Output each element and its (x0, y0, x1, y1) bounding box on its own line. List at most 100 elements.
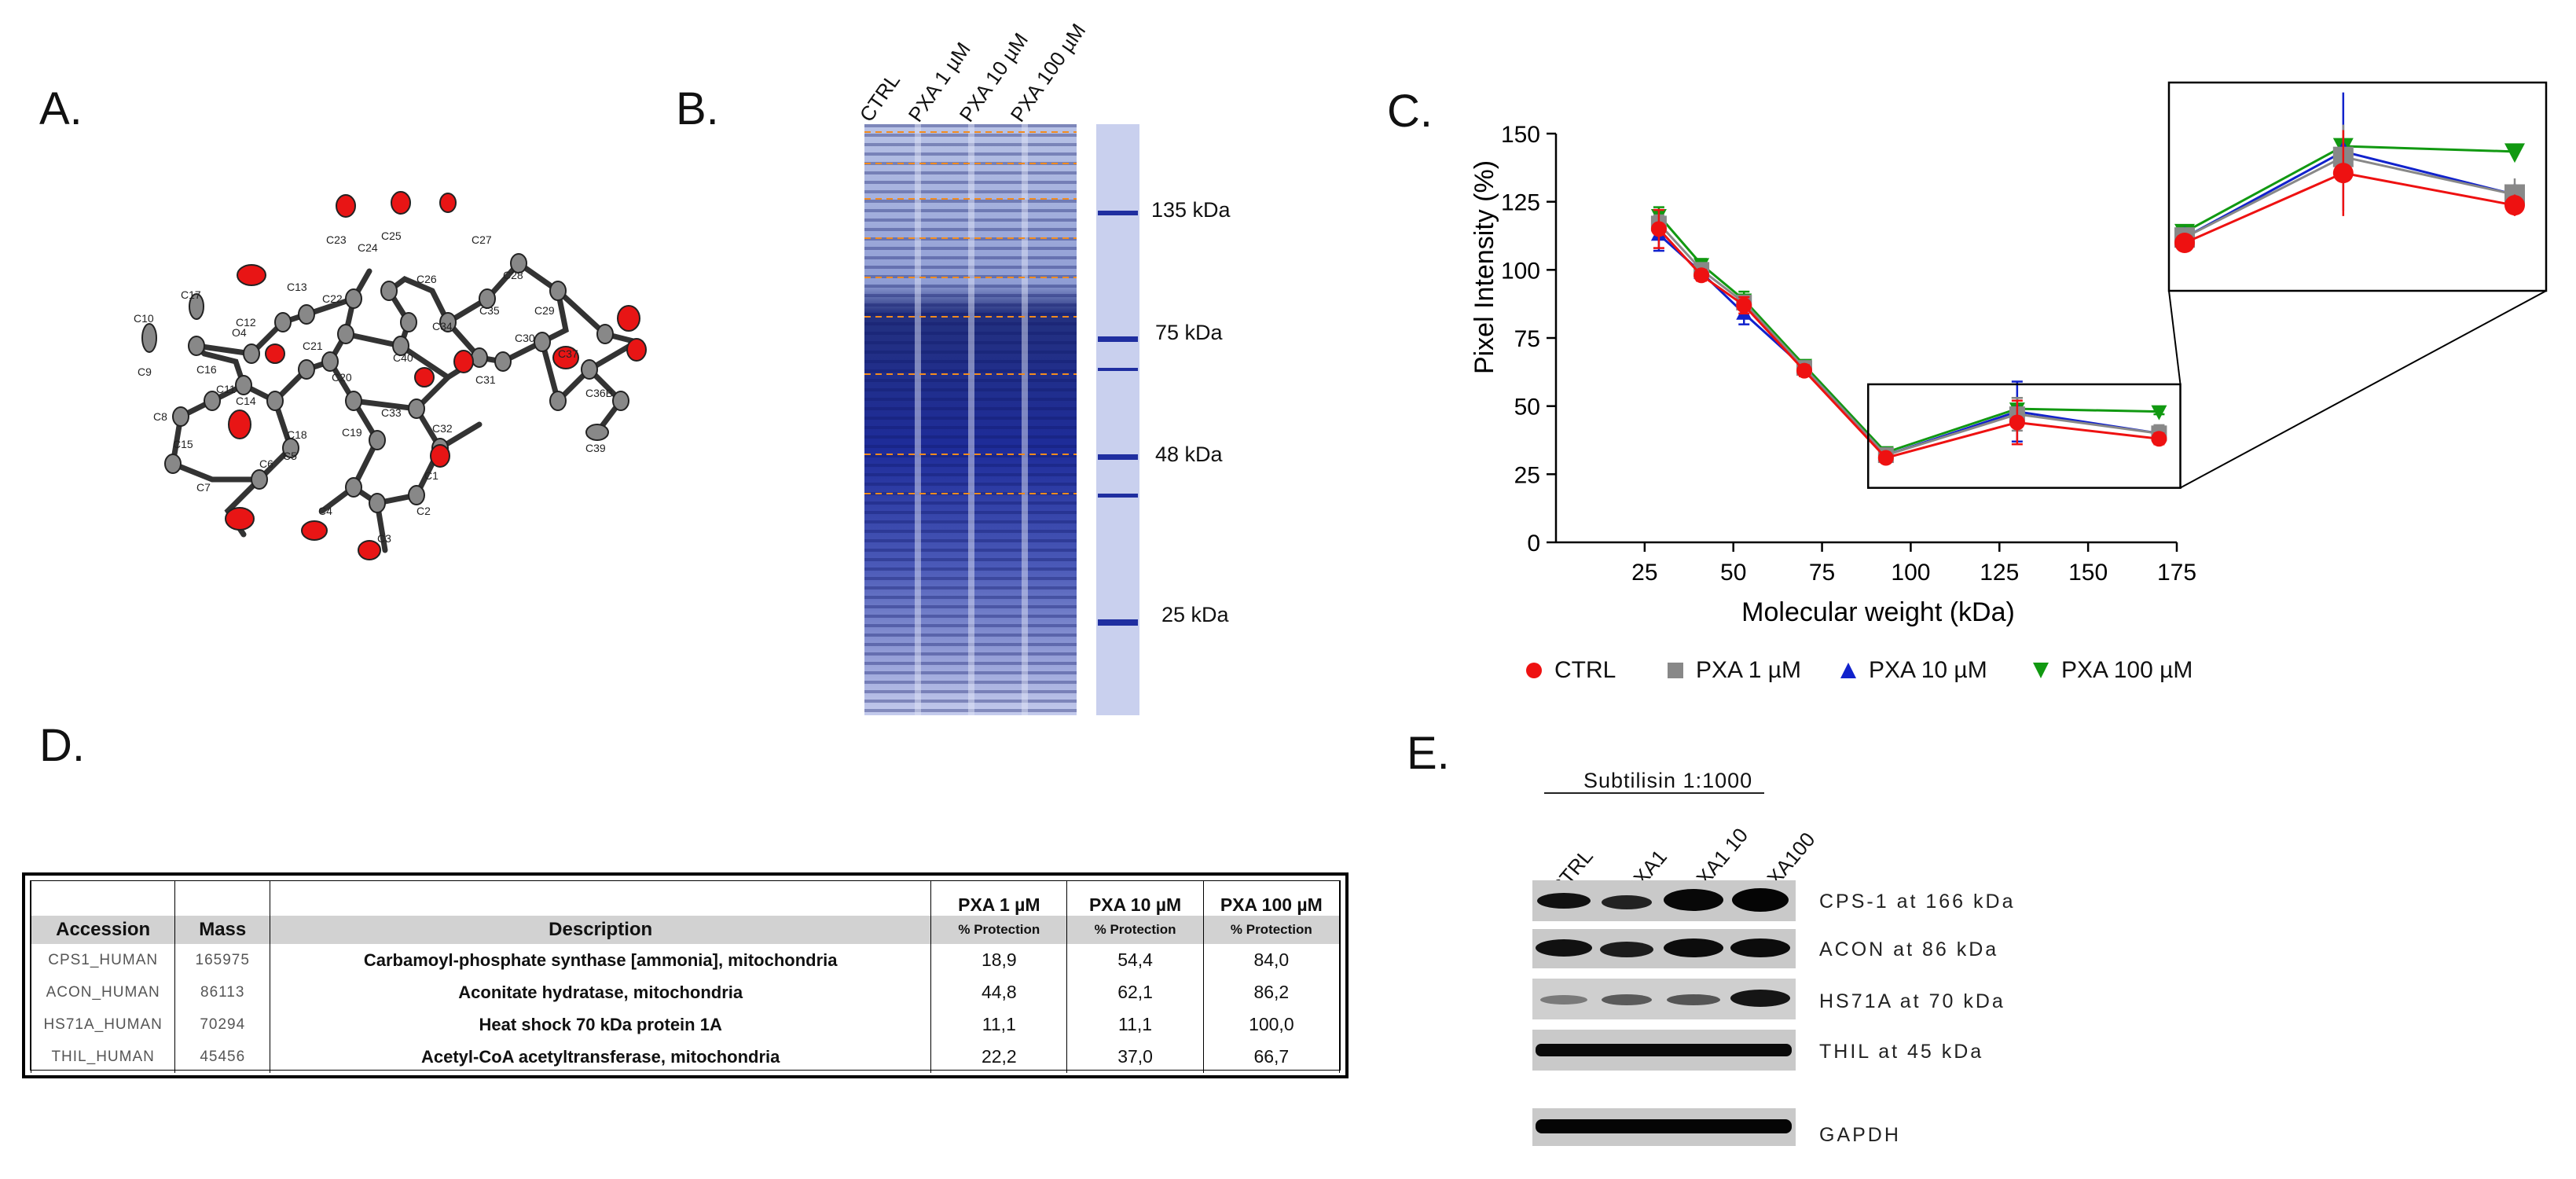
blot-header-rule (1544, 792, 1764, 794)
table-row: CPS1_HUMAN 165975 Carbamoyl-phosphate sy… (30, 944, 1341, 976)
atom-label: C5 (283, 450, 297, 462)
table-row: HS71A_HUMAN 70294 Heat shock 70 kDa prot… (30, 1008, 1341, 1041)
atom-label: C27 (472, 233, 492, 246)
gel-lane-labels: CTRL PXA 1 µM PXA 10 µM PXA 100 µM (855, 19, 1143, 126)
cell-pxa10: 62,1 (1066, 976, 1204, 1008)
atom-label: C15 (173, 438, 193, 450)
cell-mass: 45456 (174, 1041, 271, 1073)
atom-label: C21 (303, 340, 323, 352)
cell-pxa10: 11,1 (1066, 1008, 1204, 1041)
series-line (1657, 215, 2160, 454)
blot-label: HS71A at 70 kDa (1819, 990, 2005, 1012)
y-tick-label: 25 (1514, 462, 1540, 488)
cell-accession: THIL_HUMAN (30, 1041, 176, 1073)
western-blot-image (1532, 880, 1796, 1146)
atom-label: C30 (515, 332, 535, 344)
atom-label: C13 (287, 281, 307, 293)
crystal-structure-figure: C10 C17 C9 C16 C8 C15 C7 O4 C11 C14 C6 C… (134, 191, 647, 560)
x-tick-label: 100 (1891, 560, 1930, 586)
cell-accession: HS71A_HUMAN (30, 1008, 176, 1041)
cell-pxa1: 22,2 (930, 1041, 1068, 1073)
atom-label: C10 (134, 312, 154, 325)
atom-label: C24 (358, 241, 378, 254)
data-point (2009, 414, 2025, 431)
gel-marker-label: 135 kDa (1151, 198, 1231, 222)
y-tick-label: 150 (1501, 122, 1540, 148)
x-tick-label: 50 (1720, 560, 1746, 586)
data-point (2151, 431, 2167, 447)
legend-item-ctrl: CTRL (1525, 657, 1616, 684)
data-point (1736, 297, 1752, 314)
cell-accession: CPS1_HUMAN (30, 944, 176, 976)
cell-accession: ACON_HUMAN (30, 976, 176, 1008)
atom-label: C28 (503, 269, 523, 281)
blot-label: THIL at 45 kDa (1819, 1041, 1984, 1063)
x-axis-title: Molecular weight (kDa) (1741, 597, 2015, 627)
atom-label: C3 (377, 532, 391, 545)
data-point (1796, 362, 1812, 379)
data-point (1877, 450, 1894, 466)
protection-table: PXA 1 µM PXA 10 µM PXA 100 µM Accession … (22, 872, 1349, 1078)
cell-description: Carbamoyl-phosphate synthase [ammonia], … (270, 944, 932, 976)
cell-pxa100: 84,0 (1202, 944, 1341, 976)
legend-label: PXA 100 µM (2061, 657, 2193, 683)
atom-label: C37 (558, 347, 578, 360)
atom-label: C32 (432, 422, 453, 435)
gel-lane-label: CTRL (854, 68, 905, 127)
inset-connector (2168, 290, 2182, 385)
legend-marker-triangle-up-icon (1840, 663, 1856, 678)
series-line (1657, 233, 2160, 457)
y-tick-label: 0 (1527, 531, 1540, 556)
atom-label: C29 (534, 304, 555, 317)
x-tick-label: 150 (2068, 560, 2108, 586)
y-axis-title: Pixel Intensity (%) (1470, 160, 1499, 374)
atom-label: C2 (416, 505, 431, 517)
atom-label: C1 (424, 469, 439, 482)
cell-mass: 70294 (174, 1008, 271, 1041)
inset-data-point (2504, 195, 2525, 216)
cell-description: Acetyl-CoA acetyltransferase, mitochondr… (270, 1041, 932, 1073)
atom-label: C22 (322, 292, 343, 305)
atom-label: C23 (326, 233, 347, 246)
data-point (1693, 267, 1710, 284)
cell-pxa1: 11,1 (930, 1008, 1068, 1041)
x-tick-label: 175 (2157, 560, 2196, 586)
legend-item-pxa1: PXA 1 µM (1666, 657, 1801, 684)
gel-image (864, 124, 1139, 715)
blot-label: ACON at 86 kDa (1819, 938, 1999, 960)
cell-pxa1: 18,9 (930, 944, 1068, 976)
legend-marker-square-icon (1668, 663, 1683, 678)
col-header-mass: Mass (174, 916, 271, 944)
atom-label: C16 (196, 363, 217, 376)
atom-label: C17 (181, 288, 201, 301)
legend-label: PXA 1 µM (1696, 657, 1802, 683)
atom-label: C20 (332, 371, 352, 384)
panel-letter-d: D. (39, 720, 85, 771)
gel-marker-label: 25 kDa (1161, 603, 1229, 626)
cell-pxa10: 37,0 (1066, 1041, 1204, 1073)
atom-label: C14 (236, 395, 256, 407)
atom-label: C36B (585, 387, 613, 399)
atom-label: C33 (381, 406, 402, 419)
cell-pxa100: 66,7 (1202, 1041, 1341, 1073)
table-row: ACON_HUMAN 86113 Aconitate hydratase, mi… (30, 976, 1341, 1008)
inset-connector (2180, 290, 2547, 489)
col-header-pxa100: PXA 100 µM (1202, 881, 1341, 916)
inset-data-point (2174, 233, 2195, 253)
series-line (1657, 222, 2160, 457)
atom-label: C40 (393, 351, 413, 364)
atom-label: C6 (259, 457, 273, 470)
atom-label: C19 (342, 426, 362, 439)
atom-label: C12 (236, 316, 256, 329)
atom-label: C11 (216, 383, 236, 395)
col-subheader-protection: % Protection (930, 916, 1068, 944)
cell-pxa100: 100,0 (1202, 1008, 1341, 1041)
x-tick-label: 125 (1980, 560, 2019, 586)
gel-marker-label: 48 kDa (1155, 443, 1223, 466)
col-header-accession: Accession (30, 916, 176, 944)
y-tick-label: 50 (1514, 395, 1540, 421)
col-subheader-protection: % Protection (1202, 916, 1341, 944)
cell-description: Heat shock 70 kDa protein 1A (270, 1008, 932, 1041)
panel-letter-a: A. (39, 83, 83, 134)
atom-label: C25 (381, 230, 402, 242)
